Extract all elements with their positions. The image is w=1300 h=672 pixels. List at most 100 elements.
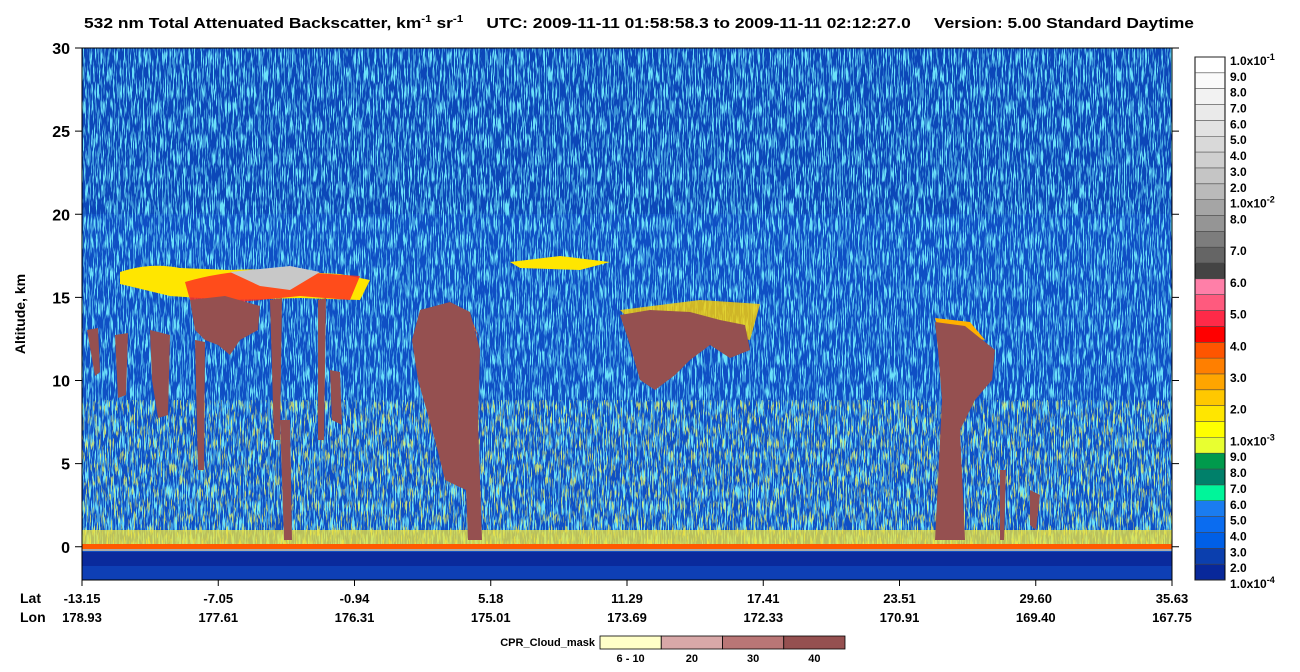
aerosol-noise (82, 400, 1172, 548)
colorbar-swatch (1195, 548, 1225, 565)
colorbar-swatch (1195, 342, 1225, 359)
surface-line (82, 549, 1172, 551)
colorbar-swatch (1195, 183, 1225, 200)
colorbar-swatch (1195, 532, 1225, 549)
cpr-legend-title: CPR_Cloud_mask (500, 637, 596, 649)
colorbar-label: 9.0 (1230, 450, 1247, 464)
colorbar-swatch (1195, 405, 1225, 422)
colorbar-label-exp: -2 (1267, 195, 1275, 205)
colorbar-label: 8.0 (1230, 212, 1247, 226)
colorbar-label-base: 1.0x10 (1230, 197, 1267, 211)
colorbar-swatch (1195, 564, 1225, 581)
colorbar-label: 3.0 (1230, 371, 1247, 385)
lat-label: 5.18 (478, 591, 503, 606)
colorbar-label-base: 6.0 (1230, 498, 1247, 512)
cpr-label: 30 (747, 653, 759, 665)
title-main: 532 nm Total Attenuated Backscatter, km (84, 15, 421, 32)
title-exp: -1 (453, 14, 464, 25)
boundary-layer (82, 530, 1172, 544)
colorbar-swatch (1195, 294, 1225, 311)
colorbar-swatch (1195, 421, 1225, 438)
colorbar-label: 5.0 (1230, 514, 1247, 528)
cpr-swatch (722, 635, 785, 650)
colorbar-label: 1.0x10-2 (1230, 195, 1275, 211)
colorbar-label-base: 8.0 (1230, 466, 1247, 480)
colorbar-label-base: 6.0 (1230, 117, 1247, 131)
colorbar-swatch (1195, 358, 1225, 375)
colorbar-swatch (1195, 437, 1225, 454)
colorbar-label-exp: -3 (1267, 432, 1275, 442)
colorbar-label-base: 2.0 (1230, 403, 1247, 417)
thin-cirrus (510, 256, 610, 270)
colorbar-swatch (1195, 167, 1225, 185)
colorbar-label-base: 2.0 (1230, 561, 1247, 575)
y-tick-label: 5 (61, 457, 70, 474)
colorbar-label-base: 2.0 (1230, 181, 1247, 195)
colorbar-swatch (1195, 120, 1225, 137)
colorbar-label: 7.0 (1230, 244, 1247, 258)
colorbar-label-base: 5.0 (1230, 308, 1247, 322)
colorbar-swatch (1195, 516, 1225, 533)
colorbar-swatch (1195, 72, 1225, 89)
lat-row-label: Lat (20, 590, 41, 606)
colorbar-label: 4.0 (1230, 339, 1247, 353)
lon-label: 178.93 (62, 610, 102, 625)
subsurface-lower (82, 566, 1172, 580)
y-axis-label: Altitude, km (12, 274, 28, 354)
colorbar-swatch (1195, 152, 1225, 169)
cirrus-peak (230, 266, 320, 290)
y-tick-label: 30 (52, 41, 70, 58)
colorbar-label-base: 7.0 (1230, 482, 1247, 496)
lon-label: 175.01 (471, 610, 511, 625)
colorbar-label: 6.0 (1230, 117, 1247, 131)
colorbar-label: 3.0 (1230, 165, 1247, 179)
colorbar-label-base: 1.0x10 (1230, 577, 1267, 591)
colorbar-label-base: 7.0 (1230, 244, 1247, 258)
colorbar-label: 2.0 (1230, 403, 1247, 417)
colorbar-label: 9.0 (1230, 70, 1247, 84)
lat-label: -13.15 (64, 591, 101, 606)
colorbar-swatch (1195, 373, 1225, 391)
colorbar-swatch (1195, 500, 1225, 517)
lon-label: 170.91 (880, 610, 920, 625)
lat-label: 29.60 (1019, 591, 1052, 606)
lon-label: 172.33 (743, 610, 783, 625)
colorbar-swatch (1195, 453, 1225, 470)
colorbar-swatch (1195, 310, 1225, 327)
lon-label: 177.61 (198, 610, 238, 625)
colorbar-label-base: 1.0x10 (1230, 434, 1267, 448)
colorbar-label-base: 7.0 (1230, 102, 1247, 116)
lon-row-label: Lon (20, 609, 46, 625)
colorbar-swatch (1195, 104, 1225, 121)
y-tick-label: 15 (52, 290, 70, 307)
lon-label: 176.31 (335, 610, 375, 625)
colorbar-label-base: 5.0 (1230, 514, 1247, 528)
chart-title: 532 nm Total Attenuated Backscatter, km -… (84, 14, 1194, 32)
lat-label: 35.63 (1156, 591, 1189, 606)
colorbar-swatch (1195, 326, 1225, 343)
colorbar-label-base: 8.0 (1230, 212, 1247, 226)
colorbar-swatch (1195, 278, 1225, 296)
lat-label: 23.51 (883, 591, 916, 606)
colorbar-label-base: 5.0 (1230, 133, 1247, 147)
colorbar-swatch (1195, 469, 1225, 486)
colorbar-swatch (1195, 88, 1225, 105)
cpr-swatch (599, 635, 662, 650)
colorbar-swatch (1195, 231, 1225, 248)
colorbar-label-base: 4.0 (1230, 529, 1247, 543)
colorbar-label: 8.0 (1230, 86, 1247, 100)
y-tick-label: 10 (52, 374, 70, 391)
colorbar-label: 6.0 (1230, 276, 1247, 290)
lat-label: 17.41 (747, 591, 780, 606)
colorbar-label-base: 8.0 (1230, 86, 1247, 100)
lat-label: -0.94 (340, 591, 370, 606)
colorbar-label: 4.0 (1230, 529, 1247, 543)
cpr-label: 40 (808, 653, 820, 665)
colorbar-label-base: 4.0 (1230, 339, 1247, 353)
colorbar-swatch (1195, 136, 1225, 153)
surface-return (82, 544, 1172, 550)
colorbar-swatch (1195, 57, 1225, 74)
title-unit: sr (432, 15, 453, 32)
lat-label: 11.29 (611, 591, 643, 606)
colorbar-label-base: 6.0 (1230, 276, 1247, 290)
